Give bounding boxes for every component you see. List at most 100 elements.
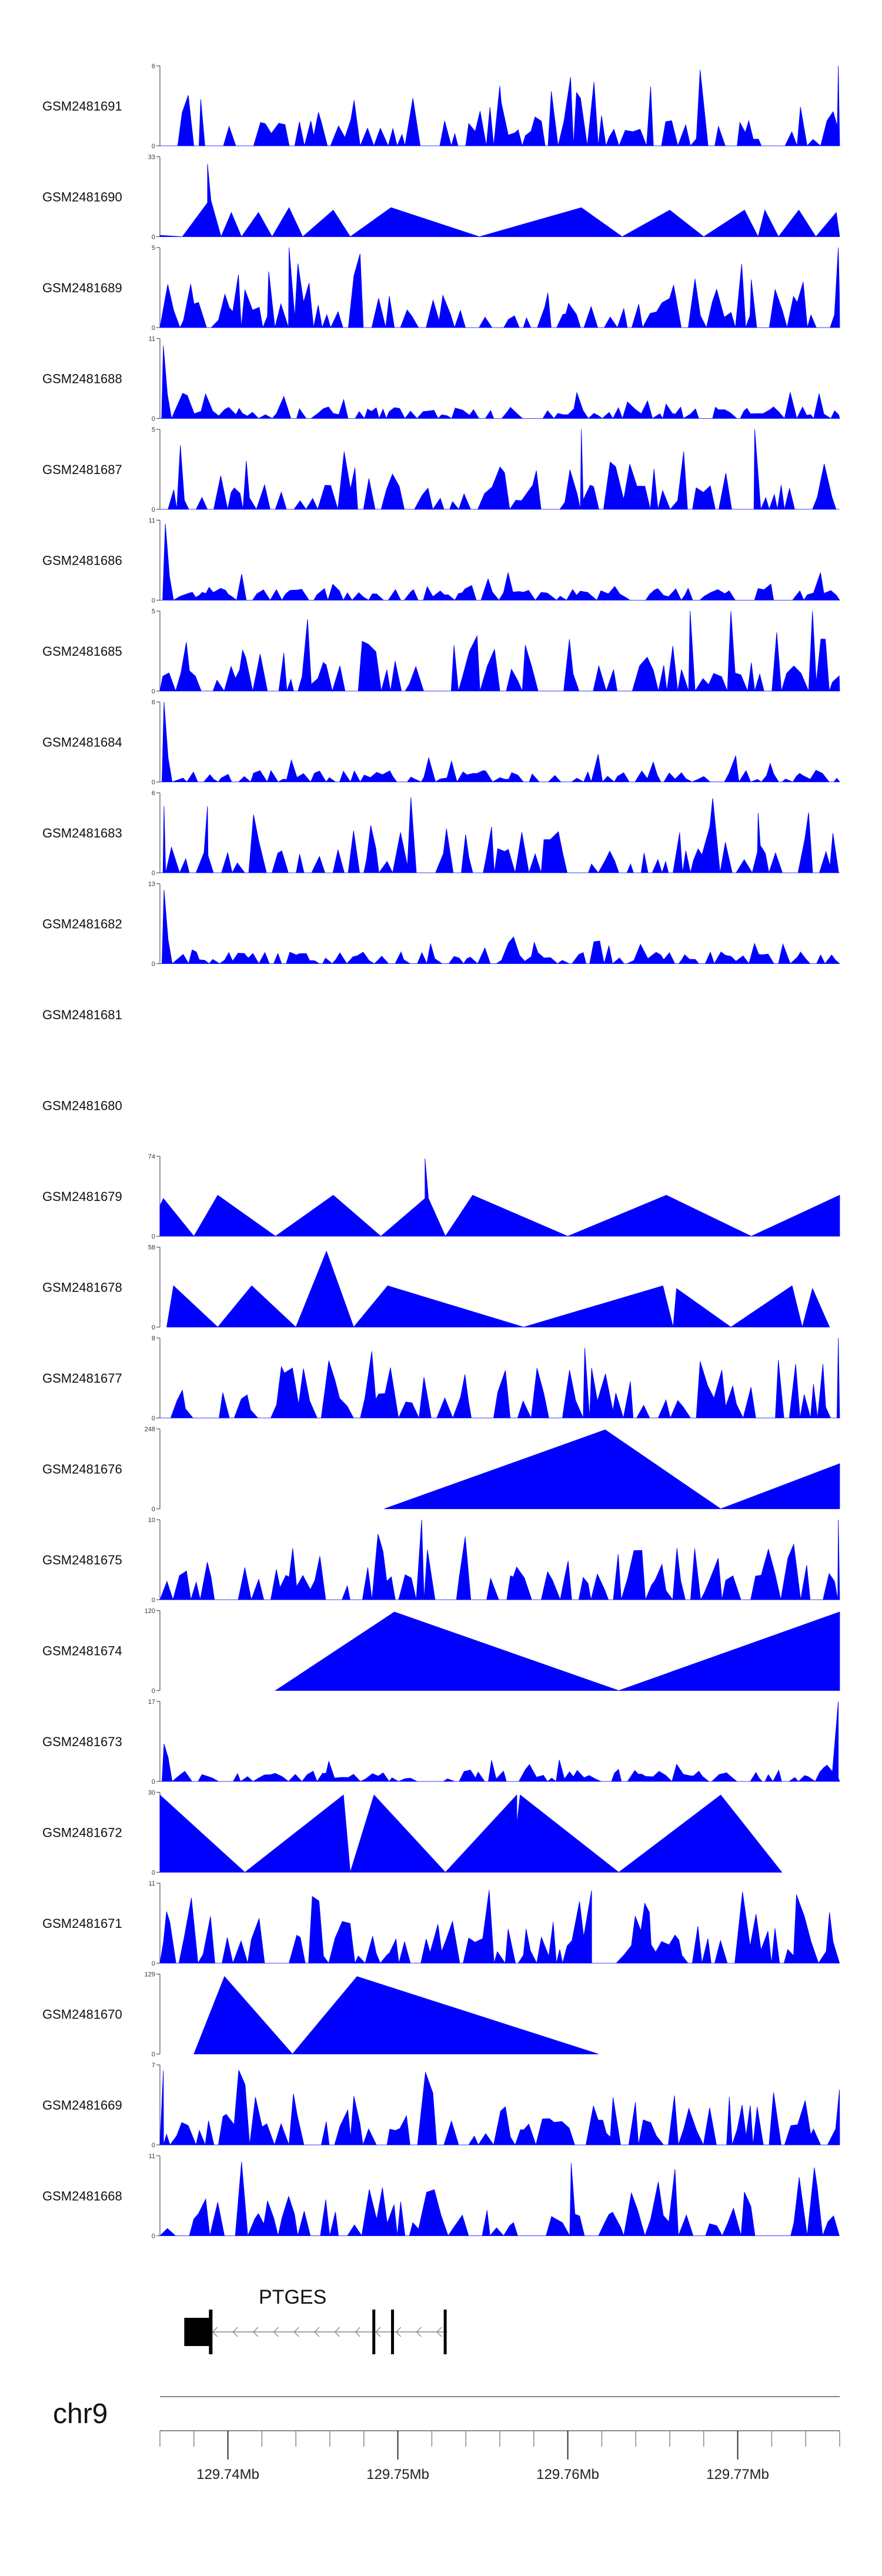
y-max-label: 11 xyxy=(149,2153,155,2160)
axis-tick-label: 129.77Mb xyxy=(706,2467,769,2482)
track-label: GSM2481681 xyxy=(42,1007,122,1022)
coverage-area xyxy=(193,1976,599,2055)
y-min-label: 0 xyxy=(152,688,155,695)
track-label: GSM2481670 xyxy=(42,2007,122,2022)
track-label: GSM2481671 xyxy=(42,1916,122,1931)
strand-arrow-icon xyxy=(253,2327,259,2337)
y-max-label: 6 xyxy=(152,699,155,706)
gene-exon xyxy=(209,2310,213,2354)
track-label: GSM2481689 xyxy=(42,281,122,295)
coverage-area xyxy=(160,345,840,419)
gene-exon xyxy=(443,2310,447,2354)
coverage-area xyxy=(159,1519,840,1601)
strand-arrow-icon xyxy=(395,2327,402,2337)
coverage-area xyxy=(160,702,840,783)
gene-exon xyxy=(391,2310,395,2354)
y-max-label: 5 xyxy=(152,426,155,433)
coverage-area xyxy=(166,1250,830,1328)
coverage-area xyxy=(160,1337,840,1419)
y-max-label: 17 xyxy=(148,1699,155,1706)
y-min-label: 0 xyxy=(152,870,155,877)
y-min-label: 0 xyxy=(152,1778,155,1786)
track-GSM2481691: GSM2481691 6 0 xyxy=(42,63,840,150)
y-max-label: 13 xyxy=(148,881,155,888)
track-label: GSM2481680 xyxy=(42,1099,122,1113)
y-max-label: 30 xyxy=(148,1790,155,1797)
track-GSM2481669: GSM2481669 7 0 xyxy=(42,2062,840,2149)
track-GSM2481690: GSM2481690 33 0 xyxy=(42,154,840,241)
track-GSM2481681: GSM2481681 xyxy=(42,1007,122,1022)
y-max-label: 8 xyxy=(152,1335,155,1342)
coverage-area xyxy=(160,523,840,601)
track-label: GSM2481673 xyxy=(42,1734,122,1749)
track-GSM2481670: GSM2481670 129 0 xyxy=(42,1971,599,2058)
y-min-label: 0 xyxy=(152,1506,155,1513)
track-GSM2481675: GSM2481675 10 0 xyxy=(42,1517,840,1604)
track-GSM2481678: GSM2481678 58 0 xyxy=(42,1244,830,1332)
track-label: GSM2481682 xyxy=(42,917,122,932)
track-label: GSM2481686 xyxy=(42,553,122,568)
track-GSM2481677: GSM2481677 8 0 xyxy=(42,1335,840,1422)
coverage-area xyxy=(160,889,841,965)
track-label: GSM2481669 xyxy=(42,2098,122,2113)
y-max-label: 10 xyxy=(148,1517,155,1524)
y-min-label: 0 xyxy=(152,598,155,605)
coverage-area xyxy=(160,797,840,874)
chromosome-label: chr9 xyxy=(53,2398,108,2430)
track-label: GSM2481668 xyxy=(42,2189,122,2204)
y-max-label: 74 xyxy=(148,1153,155,1160)
strand-arrow-icon xyxy=(232,2327,238,2337)
track-GSM2481683: GSM2481683 6 0 xyxy=(42,790,840,877)
y-max-label: 11 xyxy=(149,518,155,525)
track-GSM2481676: GSM2481676 248 0 xyxy=(42,1426,840,1513)
y-min-label: 0 xyxy=(152,1233,155,1240)
y-max-label: 248 xyxy=(145,1426,155,1433)
y-min-label: 0 xyxy=(152,1597,155,1604)
strand-arrow-icon xyxy=(212,2327,218,2337)
coverage-area xyxy=(384,1429,840,1509)
track-GSM2481688: GSM2481688 11 0 xyxy=(42,336,840,423)
y-max-label: 6 xyxy=(152,63,155,70)
y-max-label: 11 xyxy=(149,1880,155,1887)
track-GSM2481682: GSM2481682 13 0 xyxy=(42,881,841,968)
y-max-label: 120 xyxy=(145,1608,155,1615)
track-label: GSM2481683 xyxy=(42,826,122,840)
y-min-label: 0 xyxy=(152,961,155,968)
coverage-area xyxy=(159,1158,840,1237)
strand-arrow-icon xyxy=(334,2327,340,2337)
track-GSM2481687: GSM2481687 5 0 xyxy=(42,426,840,513)
track-label: GSM2481672 xyxy=(42,1826,122,1840)
strand-arrow-icon xyxy=(375,2327,381,2337)
y-min-label: 0 xyxy=(152,1415,155,1422)
track-label: GSM2481678 xyxy=(42,1280,122,1295)
y-min-label: 0 xyxy=(152,234,155,241)
track-GSM2481674: GSM2481674 120 0 xyxy=(42,1608,840,1695)
y-min-label: 0 xyxy=(152,2233,155,2240)
track-GSM2481686: GSM2481686 11 0 xyxy=(42,518,840,605)
coverage-area xyxy=(159,1794,783,1873)
coverage-area xyxy=(159,610,840,692)
strand-arrow-icon xyxy=(436,2327,442,2337)
y-max-label: 129 xyxy=(145,1971,155,1978)
gene-exon xyxy=(184,2318,211,2346)
track-GSM2481673: GSM2481673 17 0 xyxy=(42,1699,840,1786)
gene-track: PTGES xyxy=(184,2286,447,2354)
track-GSM2481679: GSM2481679 74 0 xyxy=(42,1153,840,1240)
strand-arrow-icon xyxy=(273,2327,279,2337)
track-GSM2481684: GSM2481684 6 0 xyxy=(42,699,840,786)
y-max-label: 6 xyxy=(152,790,155,797)
track-label: GSM2481676 xyxy=(42,1462,122,1477)
coverage-area xyxy=(159,163,840,238)
y-max-label: 5 xyxy=(152,245,155,252)
gene-name-label: PTGES xyxy=(259,2286,326,2308)
axis-tick-label: 129.75Mb xyxy=(366,2467,429,2482)
track-label: GSM2481690 xyxy=(42,190,122,205)
y-max-label: 33 xyxy=(148,154,155,161)
track-label: GSM2481674 xyxy=(42,1644,122,1659)
chromosome-axis: chr9 129.74Mb 129.75Mb 129.76Mb 129.77Mb xyxy=(53,2396,840,2482)
coverage-area xyxy=(159,1890,840,1964)
y-min-label: 0 xyxy=(152,779,155,786)
y-max-label: 58 xyxy=(148,1244,155,1252)
y-min-label: 0 xyxy=(152,506,155,513)
